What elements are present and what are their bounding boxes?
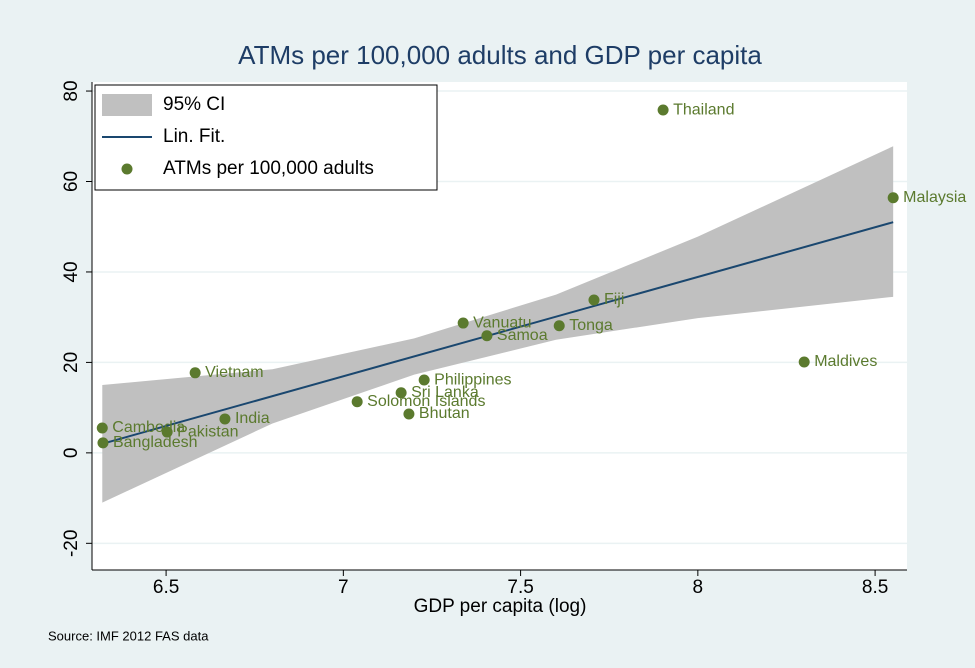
y-tick-label: 80 — [61, 80, 82, 101]
fit-line — [102, 221, 894, 445]
point-label: India — [235, 410, 270, 427]
point-label: Sri Lanka — [411, 384, 479, 401]
data-point — [481, 330, 493, 342]
data-point — [553, 320, 565, 332]
data-point — [395, 387, 407, 399]
x-tick-label: 6.5 — [153, 577, 179, 598]
point-label: Malaysia — [903, 189, 966, 206]
legend-swatch — [102, 94, 152, 116]
data-point — [351, 396, 363, 408]
point-label: Maldives — [814, 353, 877, 370]
y-tick-label: 0 — [61, 448, 82, 459]
point-label: Tonga — [569, 317, 613, 334]
legend-label: 95% CI — [163, 94, 225, 115]
x-tick-label: 8.5 — [862, 577, 888, 598]
data-point — [97, 437, 109, 449]
point-label: Bangladesh — [113, 434, 198, 451]
data-point — [96, 422, 108, 434]
point-label: Vietnam — [205, 364, 263, 381]
data-point — [403, 408, 415, 420]
legend-swatch — [121, 163, 133, 175]
legend-label: Lin. Fit. — [163, 126, 225, 147]
source-note: Source: IMF 2012 FAS data — [48, 628, 209, 643]
data-point — [657, 104, 669, 116]
data-point — [457, 317, 469, 329]
point-label: Solomon Islands — [367, 393, 485, 410]
data-point — [588, 294, 600, 306]
data-point — [219, 413, 231, 425]
ci-band — [102, 146, 894, 503]
point-label: Thailand — [673, 101, 734, 118]
y-tick-label: 20 — [61, 352, 82, 373]
x-tick-label: 7 — [338, 577, 349, 598]
x-tick-label: 8 — [693, 577, 704, 598]
y-tick-label: 60 — [61, 171, 82, 192]
point-label: Bhutan — [419, 405, 470, 422]
data-point — [798, 356, 810, 368]
point-label: Samoa — [497, 327, 548, 344]
point-label: Fiji — [604, 291, 624, 308]
chart-title: ATMs per 100,000 adults and GDP per capi… — [238, 40, 762, 70]
data-point — [418, 374, 430, 386]
point-label: Pakistan — [177, 423, 238, 440]
x-tick-label: 7.5 — [507, 577, 533, 598]
x-axis-title: GDP per capita (log) — [414, 596, 587, 617]
y-tick-label: -20 — [61, 530, 82, 557]
legend: 95% CI Lin. Fit. ATMs per 100,000 adults — [94, 84, 438, 191]
data-point — [189, 367, 201, 379]
legend-label: ATMs per 100,000 adults — [163, 158, 374, 179]
point-label: Philippines — [434, 371, 511, 388]
y-tick-label: 40 — [61, 261, 82, 282]
point-label: Vanuatu — [473, 314, 531, 331]
data-point — [161, 426, 173, 438]
data-point — [887, 192, 899, 204]
